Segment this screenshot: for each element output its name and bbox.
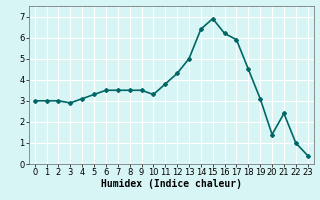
X-axis label: Humidex (Indice chaleur): Humidex (Indice chaleur) [101,179,242,189]
